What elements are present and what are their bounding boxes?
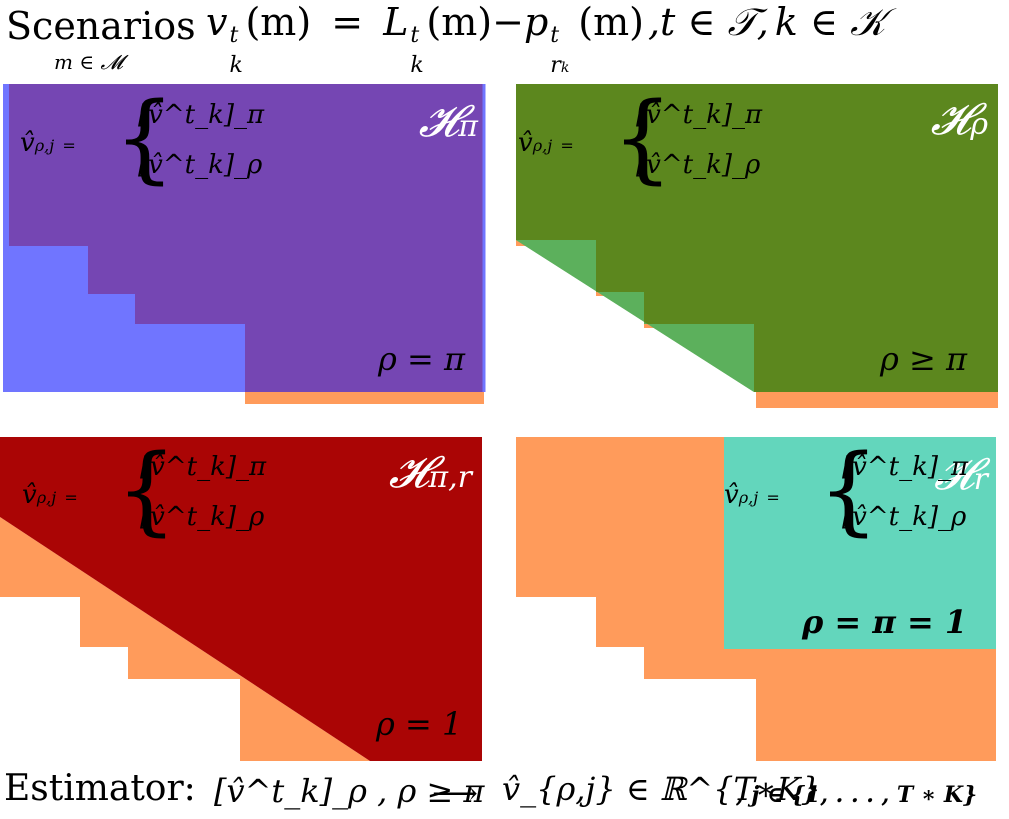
estimator-row-rho: [v̂^t_k]_ρ [140, 502, 265, 532]
estimator-index-set: , j ∈ {1, . . . , T ∗ K} [736, 782, 978, 808]
footer: Estimator: [v̂^t_k]_ρ , ρ ≥ π ⟶ v̂_{ρ,j}… [0, 764, 1009, 819]
left-brace: { [612, 82, 674, 194]
estimator-lhs: v̂ρ,j = [724, 480, 780, 510]
estimator-rhs-expression: v̂_{ρ,j} ∈ ℝ^{T∗K} [502, 770, 821, 808]
estimator-row-pi: [v̂^t_k]_π [138, 100, 265, 130]
condition-label: ρ = 1 [376, 705, 463, 743]
estimator-lhs: v̂ρ,j = [20, 128, 76, 158]
space-label-h-rho: 𝓗ρ [930, 94, 988, 145]
estimator-row-pi: [v̂^t_k]_π [842, 452, 969, 482]
pi-region [9, 84, 484, 392]
panel-h-rho-graphic [516, 84, 998, 408]
panel-h-r: 𝓗r ρ = π = 1 [514, 437, 1004, 763]
pi-r-region [0, 437, 482, 761]
scenarios-label: Scenarios [6, 4, 196, 48]
estimator-lhs-expression: [v̂^t_k]_ρ , ρ ≥ π [214, 772, 485, 810]
condition-label: ρ ≥ π [880, 340, 967, 378]
condition-label: ρ = π = 1 [802, 603, 968, 641]
header: Scenarios m ∈ 𝓜 · v t k (m) = L t k (m)−… [0, 0, 1009, 80]
estimator-lhs: v̂ρ,j = [518, 128, 574, 158]
estimator-lhs: v̂ρ,j = [22, 480, 78, 510]
space-label-h-r: 𝓗r [933, 449, 988, 500]
estimator-row-pi: [v̂^t_k]_π [636, 100, 763, 130]
left-brace: { [818, 434, 880, 546]
panel-h-r-graphic [516, 437, 996, 761]
left-brace: { [116, 434, 178, 546]
orange-strip [245, 392, 484, 404]
panel-h-pi-r-graphic [0, 437, 482, 761]
estimator-row-rho: [v̂^t_k]_ρ [138, 150, 263, 180]
scenario-equation: v t k (m) = L t k (m)−p t rk (m) ,t ∈ 𝒯, k… [206, 0, 886, 78]
left-brace: { [114, 82, 176, 194]
colon-dot: · [180, 20, 186, 39]
panel-h-pi-r: 𝓗π,r ρ = 1 [0, 437, 490, 763]
estimator-row-rho: [v̂^t_k]_ρ [842, 502, 967, 532]
arrow-icon: ⟶ [432, 774, 478, 812]
estimator-row-pi: [v̂^t_k]_π [140, 452, 267, 482]
panel-h-rho: 𝓗ρ ρ ≥ π [514, 84, 1004, 414]
estimator-label: Estimator: [4, 768, 196, 809]
panel-h-pi-graphic [3, 84, 486, 404]
rho-region [516, 84, 998, 392]
space-label-h-pi-r: 𝓗π,r [388, 447, 472, 498]
panel-h-pi: 𝓗π ρ = π [0, 84, 490, 406]
triangle-overlap [516, 240, 754, 392]
r-region [724, 437, 996, 649]
estimator-row-rho: [v̂^t_k]_ρ [636, 150, 761, 180]
scenarios-subscript: m ∈ 𝓜 [54, 50, 123, 74]
space-label-h-pi: 𝓗π [418, 96, 478, 147]
condition-label: ρ = π [378, 340, 465, 378]
